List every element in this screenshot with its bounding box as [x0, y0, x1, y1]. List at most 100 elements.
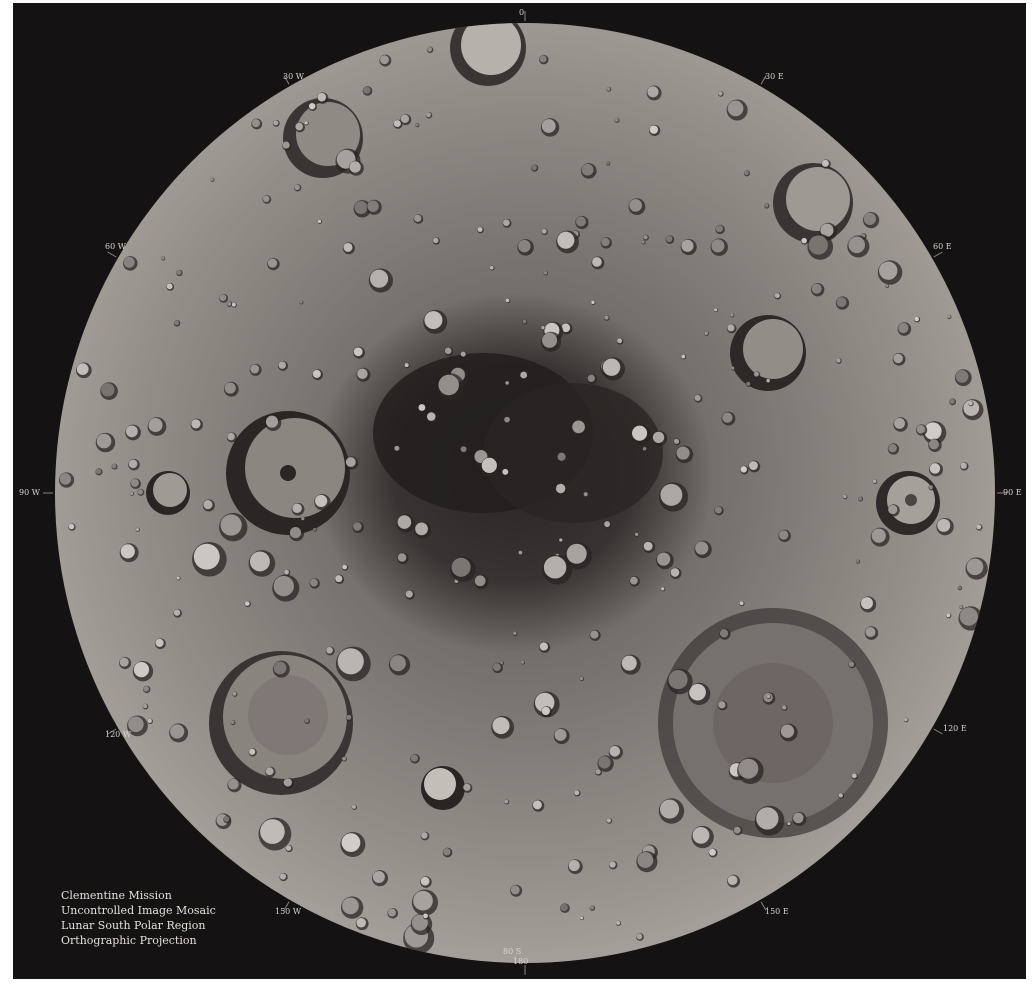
crater-floor: [670, 568, 680, 577]
crater-floor: [885, 284, 889, 288]
crater-floor: [521, 660, 525, 664]
crater-floor: [250, 364, 260, 374]
crater-floor: [748, 461, 758, 471]
crater-floor: [503, 219, 510, 227]
crater-floor: [709, 848, 716, 856]
crater-floor: [820, 223, 834, 237]
crater-floor: [477, 227, 483, 232]
lunar-south-polar-mosaic: [43, 11, 1007, 975]
crater-floor: [963, 400, 980, 416]
graticule-tick: [933, 728, 943, 735]
crater-floor: [278, 361, 286, 369]
crater-floor: [718, 701, 726, 709]
crater-floor: [451, 557, 471, 577]
crater-floor: [380, 55, 389, 65]
crater-floor: [481, 457, 497, 473]
crater-floor: [714, 506, 722, 514]
crater-floor: [681, 354, 686, 359]
crater-floor: [637, 852, 654, 868]
crater-floor: [341, 833, 361, 852]
crater-floor: [787, 822, 791, 826]
crater-floor: [661, 587, 665, 591]
crater-floor: [617, 338, 623, 344]
crater-floor: [539, 642, 548, 651]
crater-floor: [95, 468, 102, 475]
crater-floor: [543, 556, 567, 579]
crater-floor: [733, 826, 741, 834]
crater-floor: [284, 569, 289, 575]
crater-floor: [695, 541, 709, 555]
crater-floor: [541, 228, 547, 234]
crater-floor: [704, 331, 709, 335]
crater-floor: [614, 117, 619, 122]
crater-floor: [642, 446, 647, 451]
crater-floor: [960, 462, 967, 469]
crater-floor: [128, 716, 144, 733]
crater-floor: [856, 559, 860, 563]
crater-floor: [581, 163, 594, 176]
crater-bright-small: [421, 766, 465, 810]
crater-floor: [583, 492, 588, 497]
crater-floor: [147, 718, 152, 723]
crater-floor: [888, 504, 898, 515]
crater-floor: [955, 370, 969, 383]
label-lon-120w: 120 W: [105, 730, 132, 739]
crater-floor: [400, 114, 410, 123]
crater-floor: [295, 122, 303, 131]
crater-floor: [474, 575, 486, 587]
crater-floor: [505, 298, 510, 303]
crater-floor: [342, 897, 359, 915]
crater-floor: [510, 885, 520, 895]
crater-floor: [543, 271, 548, 275]
crater-floor: [579, 676, 584, 681]
label-lon-90w: 90 W: [19, 488, 40, 497]
crater-floor: [367, 200, 379, 212]
crater-floor: [176, 270, 182, 275]
crater-floor: [731, 366, 735, 370]
crater-floor: [561, 323, 571, 333]
crater-floor: [335, 575, 343, 583]
crater-floor: [125, 425, 138, 438]
crater-floor: [793, 812, 804, 824]
crater-west-ring: [226, 411, 350, 535]
crater-floor: [133, 662, 150, 678]
crater-floor: [444, 347, 452, 355]
crater-floor: [518, 239, 531, 253]
crater-floor: [193, 543, 220, 570]
crater-floor: [166, 283, 173, 290]
crater-floor: [673, 438, 680, 444]
crater-floor: [865, 626, 876, 638]
crater-floor: [601, 237, 610, 247]
crater-floor: [692, 826, 710, 844]
crater-floor: [916, 424, 926, 434]
crater-floor: [621, 655, 637, 671]
crater-floor: [604, 521, 611, 528]
crater-floor: [598, 756, 611, 769]
crater-floor: [968, 401, 973, 406]
crater-floor: [738, 758, 759, 779]
crater-floor: [929, 463, 941, 474]
crater-floor: [292, 503, 302, 514]
crater-floor: [96, 433, 112, 449]
crater-floor: [326, 646, 333, 654]
map-frame: 0 30 W 30 E 60 E 90 E 120 E 150 E 180 80…: [13, 3, 1026, 979]
crater-floor: [647, 86, 659, 98]
crater-floor: [135, 527, 140, 532]
label-lon-30e: 30 E: [765, 72, 784, 81]
crater-floor: [142, 703, 148, 709]
crater-floor: [848, 661, 855, 667]
crater-floor: [649, 125, 659, 134]
crater-floor: [227, 432, 235, 441]
crater-floor: [393, 120, 401, 128]
crater-floor: [161, 256, 165, 260]
crater-floor: [557, 452, 566, 461]
crater-floor: [554, 728, 567, 741]
crater-floor: [387, 908, 396, 917]
crater-floor: [267, 258, 278, 268]
crater-schrodinger: [658, 608, 888, 838]
crater-floor: [443, 848, 451, 856]
crater-floor: [424, 311, 443, 330]
crater-floor: [668, 669, 688, 690]
crater-floor: [801, 237, 807, 244]
crater-floor: [681, 239, 694, 252]
